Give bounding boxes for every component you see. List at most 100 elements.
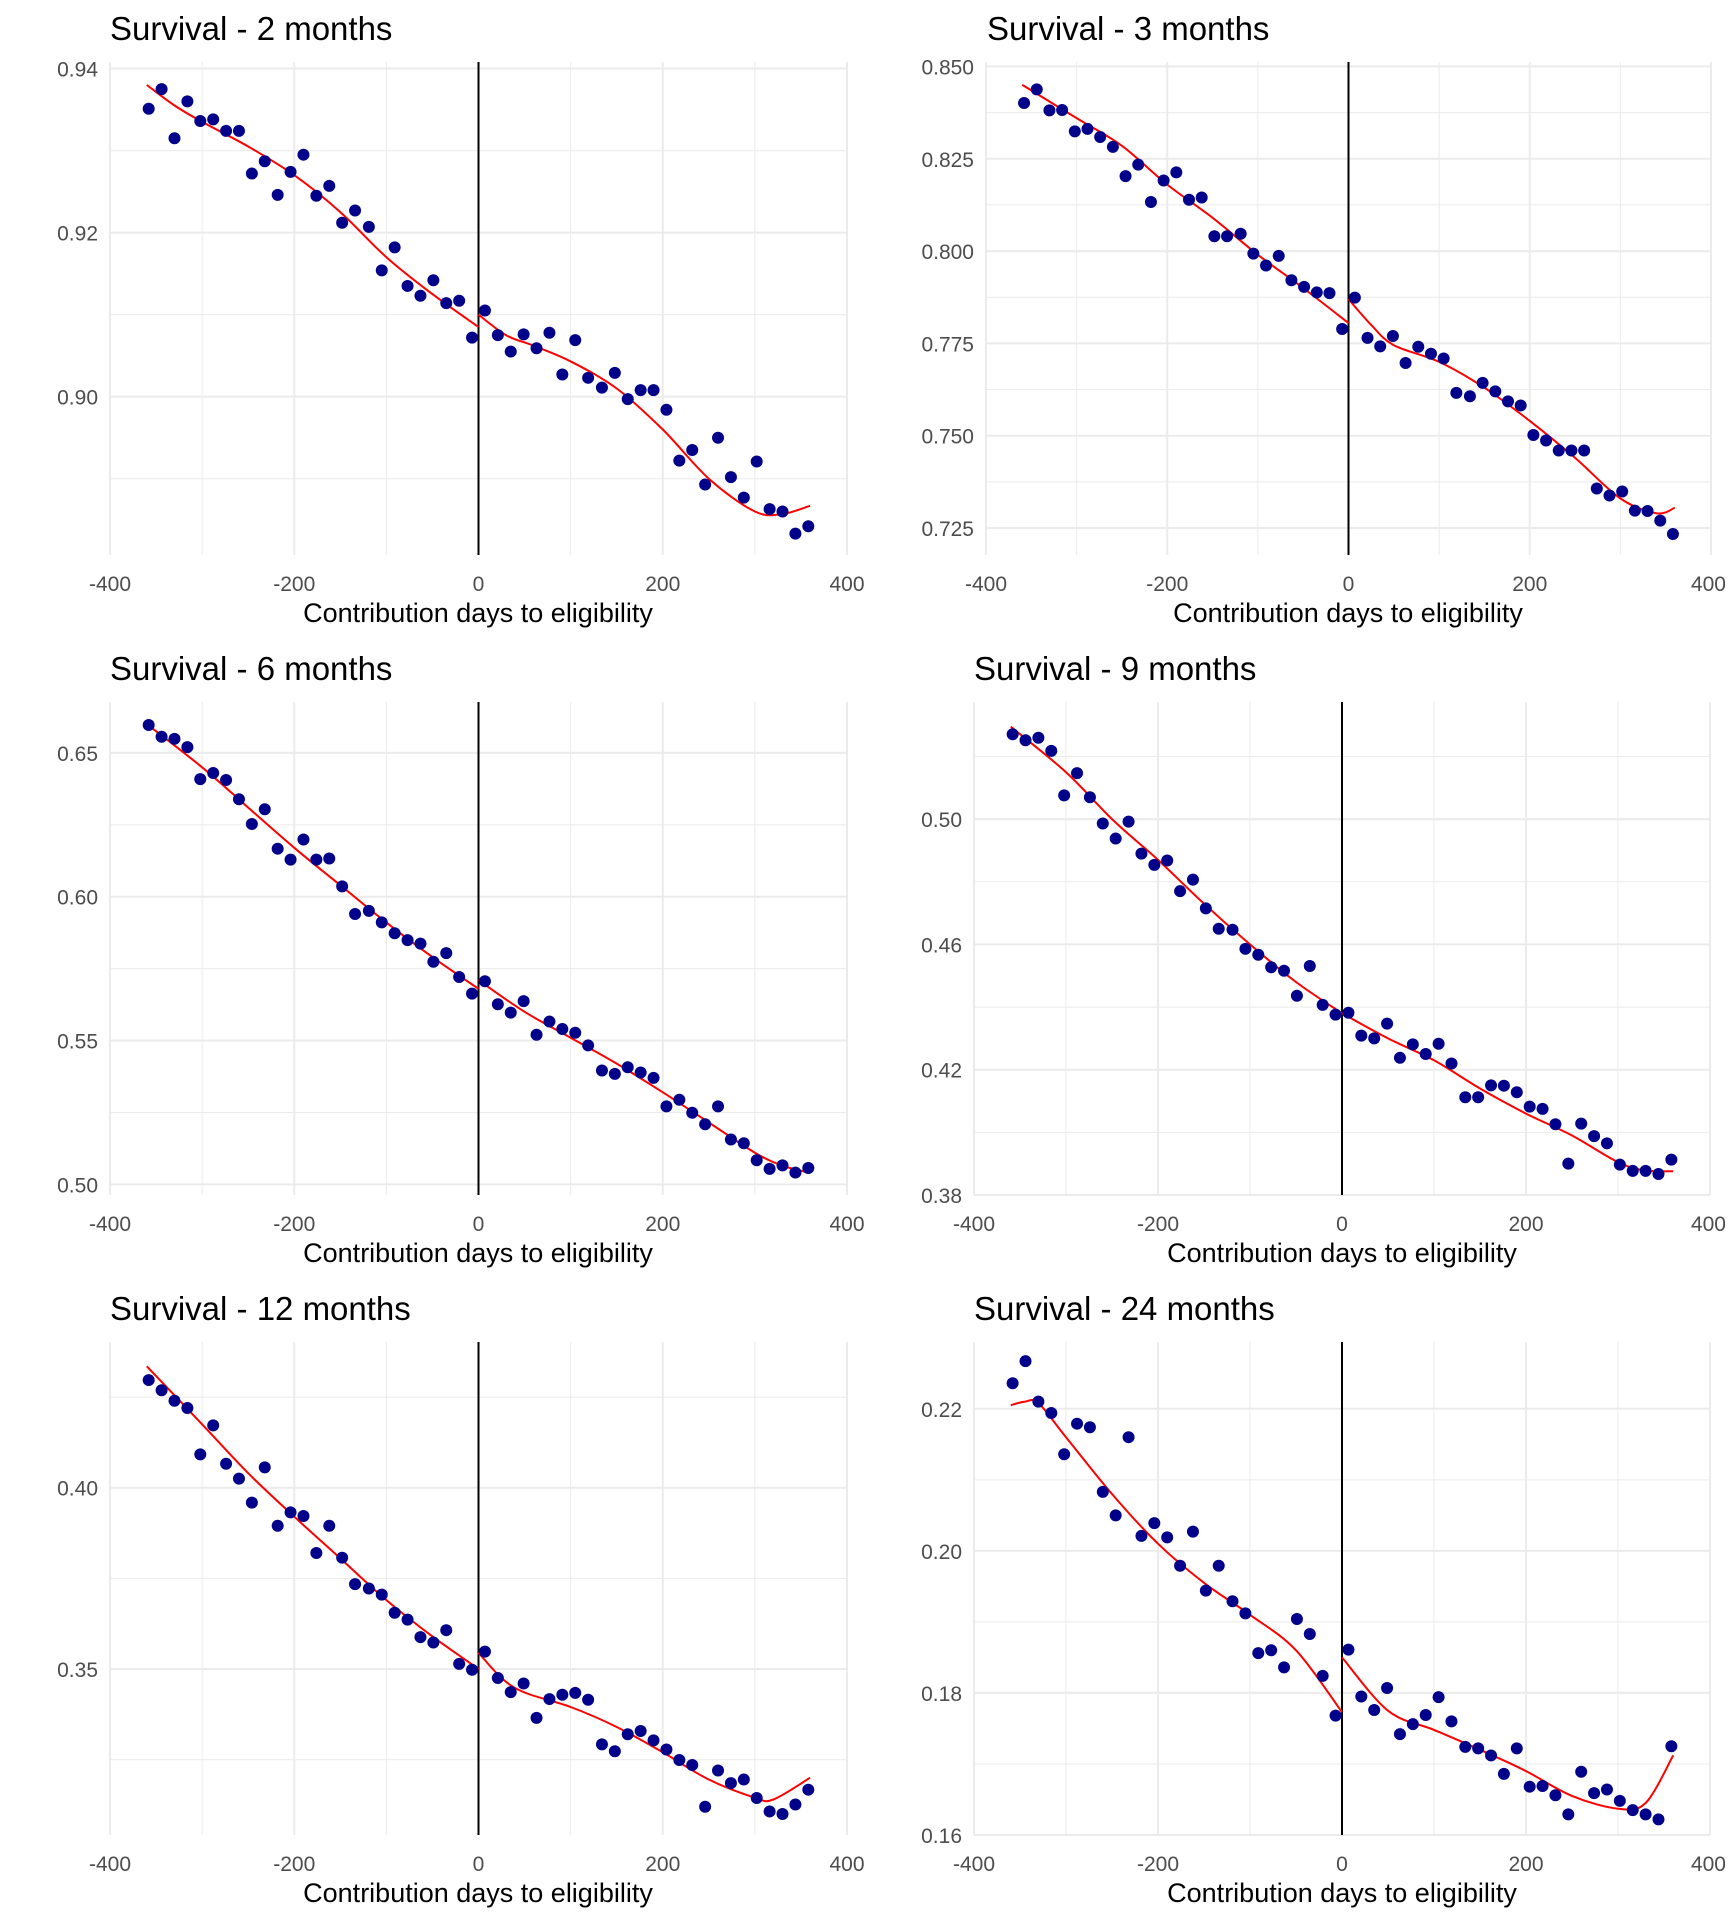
data-point <box>1562 1808 1575 1821</box>
y-tick-label: 0.825 <box>921 149 974 172</box>
x-tick-label: 400 <box>829 1853 864 1876</box>
data-point <box>1148 858 1161 871</box>
data-point <box>1406 1038 1419 1051</box>
x-tick-label: 400 <box>829 1213 864 1236</box>
data-point <box>1540 434 1553 447</box>
points <box>1018 83 1679 540</box>
data-point <box>737 1137 750 1150</box>
data-point <box>634 1066 647 1079</box>
y-tick-label: 0.775 <box>921 333 974 356</box>
data-point <box>1290 1613 1303 1626</box>
data-point <box>647 1734 660 1747</box>
data-point <box>323 179 336 192</box>
data-point <box>1476 376 1489 389</box>
data-point <box>1445 1715 1458 1728</box>
data-point <box>220 124 233 137</box>
data-point <box>1148 1517 1161 1530</box>
data-point <box>310 853 323 866</box>
x-tick-label: -200 <box>273 1213 315 1236</box>
y-tick-label: 0.94 <box>57 59 98 82</box>
data-point <box>1186 873 1199 886</box>
y-tick-label: 0.60 <box>57 887 98 910</box>
data-point <box>647 384 660 397</box>
x-tick-label: 0 <box>473 1213 485 1236</box>
data-point <box>349 1578 362 1591</box>
data-point <box>478 975 491 988</box>
data-point <box>1265 961 1278 974</box>
data-point <box>1590 482 1603 495</box>
x-tick-label: -400 <box>89 1213 131 1236</box>
data-point <box>1459 1091 1472 1104</box>
panel-survival-9-months: Survival - 9 months Contribution days to… <box>921 650 1726 1268</box>
y-tick-label: 0.90 <box>57 387 98 410</box>
data-point <box>1626 1164 1639 1177</box>
data-point <box>323 852 336 865</box>
data-point <box>1527 428 1540 441</box>
data-point <box>569 1686 582 1699</box>
y-tick-label: 0.35 <box>57 1659 98 1682</box>
data-point <box>1019 1355 1032 1368</box>
x-tick-label: -200 <box>1137 1853 1179 1876</box>
panel-survival-24-months: Survival - 24 months Contribution days t… <box>921 1290 1726 1908</box>
data-point <box>737 491 750 504</box>
data-point <box>1355 1029 1368 1042</box>
data-point <box>284 165 297 178</box>
data-point <box>1399 356 1412 369</box>
data-point <box>1135 847 1148 860</box>
data-point <box>595 381 608 394</box>
data-point <box>478 1645 491 1658</box>
data-point <box>1083 791 1096 804</box>
points <box>142 1374 815 1820</box>
panel-title: Survival - 9 months <box>974 650 1256 687</box>
data-point <box>543 326 556 339</box>
data-point <box>297 833 310 846</box>
data-point <box>1412 340 1425 353</box>
data-point <box>310 1546 323 1559</box>
y-tick-label: 0.800 <box>921 241 974 264</box>
data-point <box>220 773 233 786</box>
data-point <box>375 1588 388 1601</box>
data-point <box>142 719 155 732</box>
data-point <box>1485 1079 1498 1092</box>
x-tick-label: 200 <box>645 1853 680 1876</box>
data-point <box>724 1133 737 1146</box>
y-tick-label: 0.46 <box>921 934 962 957</box>
data-point <box>1252 948 1265 961</box>
data-point <box>232 1472 245 1485</box>
data-point <box>543 1015 556 1028</box>
y-tick-label: 0.50 <box>921 809 962 832</box>
data-point <box>699 1118 712 1131</box>
x-tick-label: 0 <box>1336 1853 1348 1876</box>
data-point <box>530 1028 543 1041</box>
data-point <box>181 95 194 108</box>
data-point <box>1096 817 1109 830</box>
fit-line-left <box>1010 1398 1343 1713</box>
data-point <box>530 342 543 355</box>
data-point <box>491 1672 504 1685</box>
data-point <box>142 1374 155 1387</box>
data-point <box>1316 1669 1329 1682</box>
data-point <box>1386 330 1399 343</box>
data-point <box>634 1724 647 1737</box>
fit-line-right <box>477 979 811 1174</box>
data-point <box>258 803 271 816</box>
data-point <box>686 444 699 457</box>
data-point <box>1368 1032 1381 1045</box>
data-point <box>1348 291 1361 304</box>
data-point <box>1472 1742 1485 1755</box>
panel-title: Survival - 6 months <box>110 650 392 687</box>
data-point <box>1032 1395 1045 1408</box>
data-point <box>1329 1008 1342 1021</box>
data-point <box>453 294 466 307</box>
panel-title: Survival - 12 months <box>110 1290 411 1327</box>
data-point <box>1083 1421 1096 1434</box>
data-point <box>284 853 297 866</box>
data-point <box>1578 444 1591 457</box>
y-tick-label: 0.725 <box>921 518 974 541</box>
data-point <box>1374 340 1387 353</box>
data-point <box>1652 1168 1665 1181</box>
data-point <box>1626 1804 1639 1817</box>
data-point <box>569 334 582 347</box>
data-point <box>1565 444 1578 457</box>
data-point <box>1450 386 1463 399</box>
